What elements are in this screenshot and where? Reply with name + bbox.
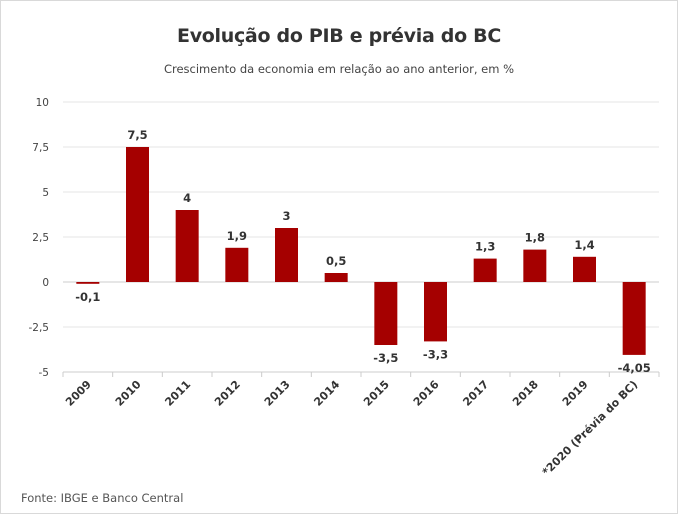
bar xyxy=(126,147,149,282)
bar xyxy=(622,282,646,355)
x-tick-label: 2013 xyxy=(262,378,293,409)
y-tick-label: -2,5 xyxy=(29,322,50,334)
data-label: -3,5 xyxy=(373,351,398,365)
bar xyxy=(523,249,547,282)
y-tick-label: 5 xyxy=(42,187,49,199)
x-tick-label: 2018 xyxy=(510,378,541,409)
bar xyxy=(473,258,497,282)
bar xyxy=(76,282,100,284)
y-tick-label: 7,5 xyxy=(32,142,49,154)
x-tick-label: 2017 xyxy=(460,378,491,409)
x-tick-label: 2016 xyxy=(411,378,442,409)
bar xyxy=(225,247,249,282)
x-tick-label: 2009 xyxy=(63,378,94,409)
x-tick-label: 2015 xyxy=(361,378,392,409)
y-tick-label: 0 xyxy=(42,277,49,289)
x-tick-label: 2011 xyxy=(162,378,193,409)
y-tick-label: 2,5 xyxy=(32,232,49,244)
data-label: 1,8 xyxy=(525,231,545,245)
data-label: 3 xyxy=(282,209,290,223)
x-tick-label: *2020 (Prévia do BC) xyxy=(540,378,640,478)
bar xyxy=(324,273,348,282)
data-label: -3,3 xyxy=(423,347,448,361)
data-label: 7,5 xyxy=(127,128,147,142)
data-label: 1,4 xyxy=(574,238,594,252)
bar xyxy=(573,256,596,282)
bar xyxy=(424,282,447,342)
x-tick-label: 2019 xyxy=(560,378,591,409)
x-tick-label: 2014 xyxy=(311,378,342,409)
source-note: Fonte: IBGE e Banco Central xyxy=(21,491,184,505)
bar xyxy=(275,228,298,282)
data-label: -4,05 xyxy=(618,361,651,375)
data-label: 1,9 xyxy=(227,229,247,243)
x-tick-label: 2010 xyxy=(113,378,144,409)
y-tick-label: 10 xyxy=(36,97,49,109)
bar xyxy=(175,210,199,282)
data-label: 4 xyxy=(183,191,191,205)
chart-subtitle: Crescimento da economia em relação ao an… xyxy=(163,62,515,76)
data-label: 0,5 xyxy=(326,254,346,268)
y-tick-label: -5 xyxy=(39,367,49,379)
data-label: 1,3 xyxy=(475,240,495,254)
bar xyxy=(374,282,398,345)
data-label: -0,1 xyxy=(75,290,100,304)
x-tick-label: 2012 xyxy=(212,378,243,409)
chart-title: Evolução do PIB e prévia do BC xyxy=(177,25,501,47)
